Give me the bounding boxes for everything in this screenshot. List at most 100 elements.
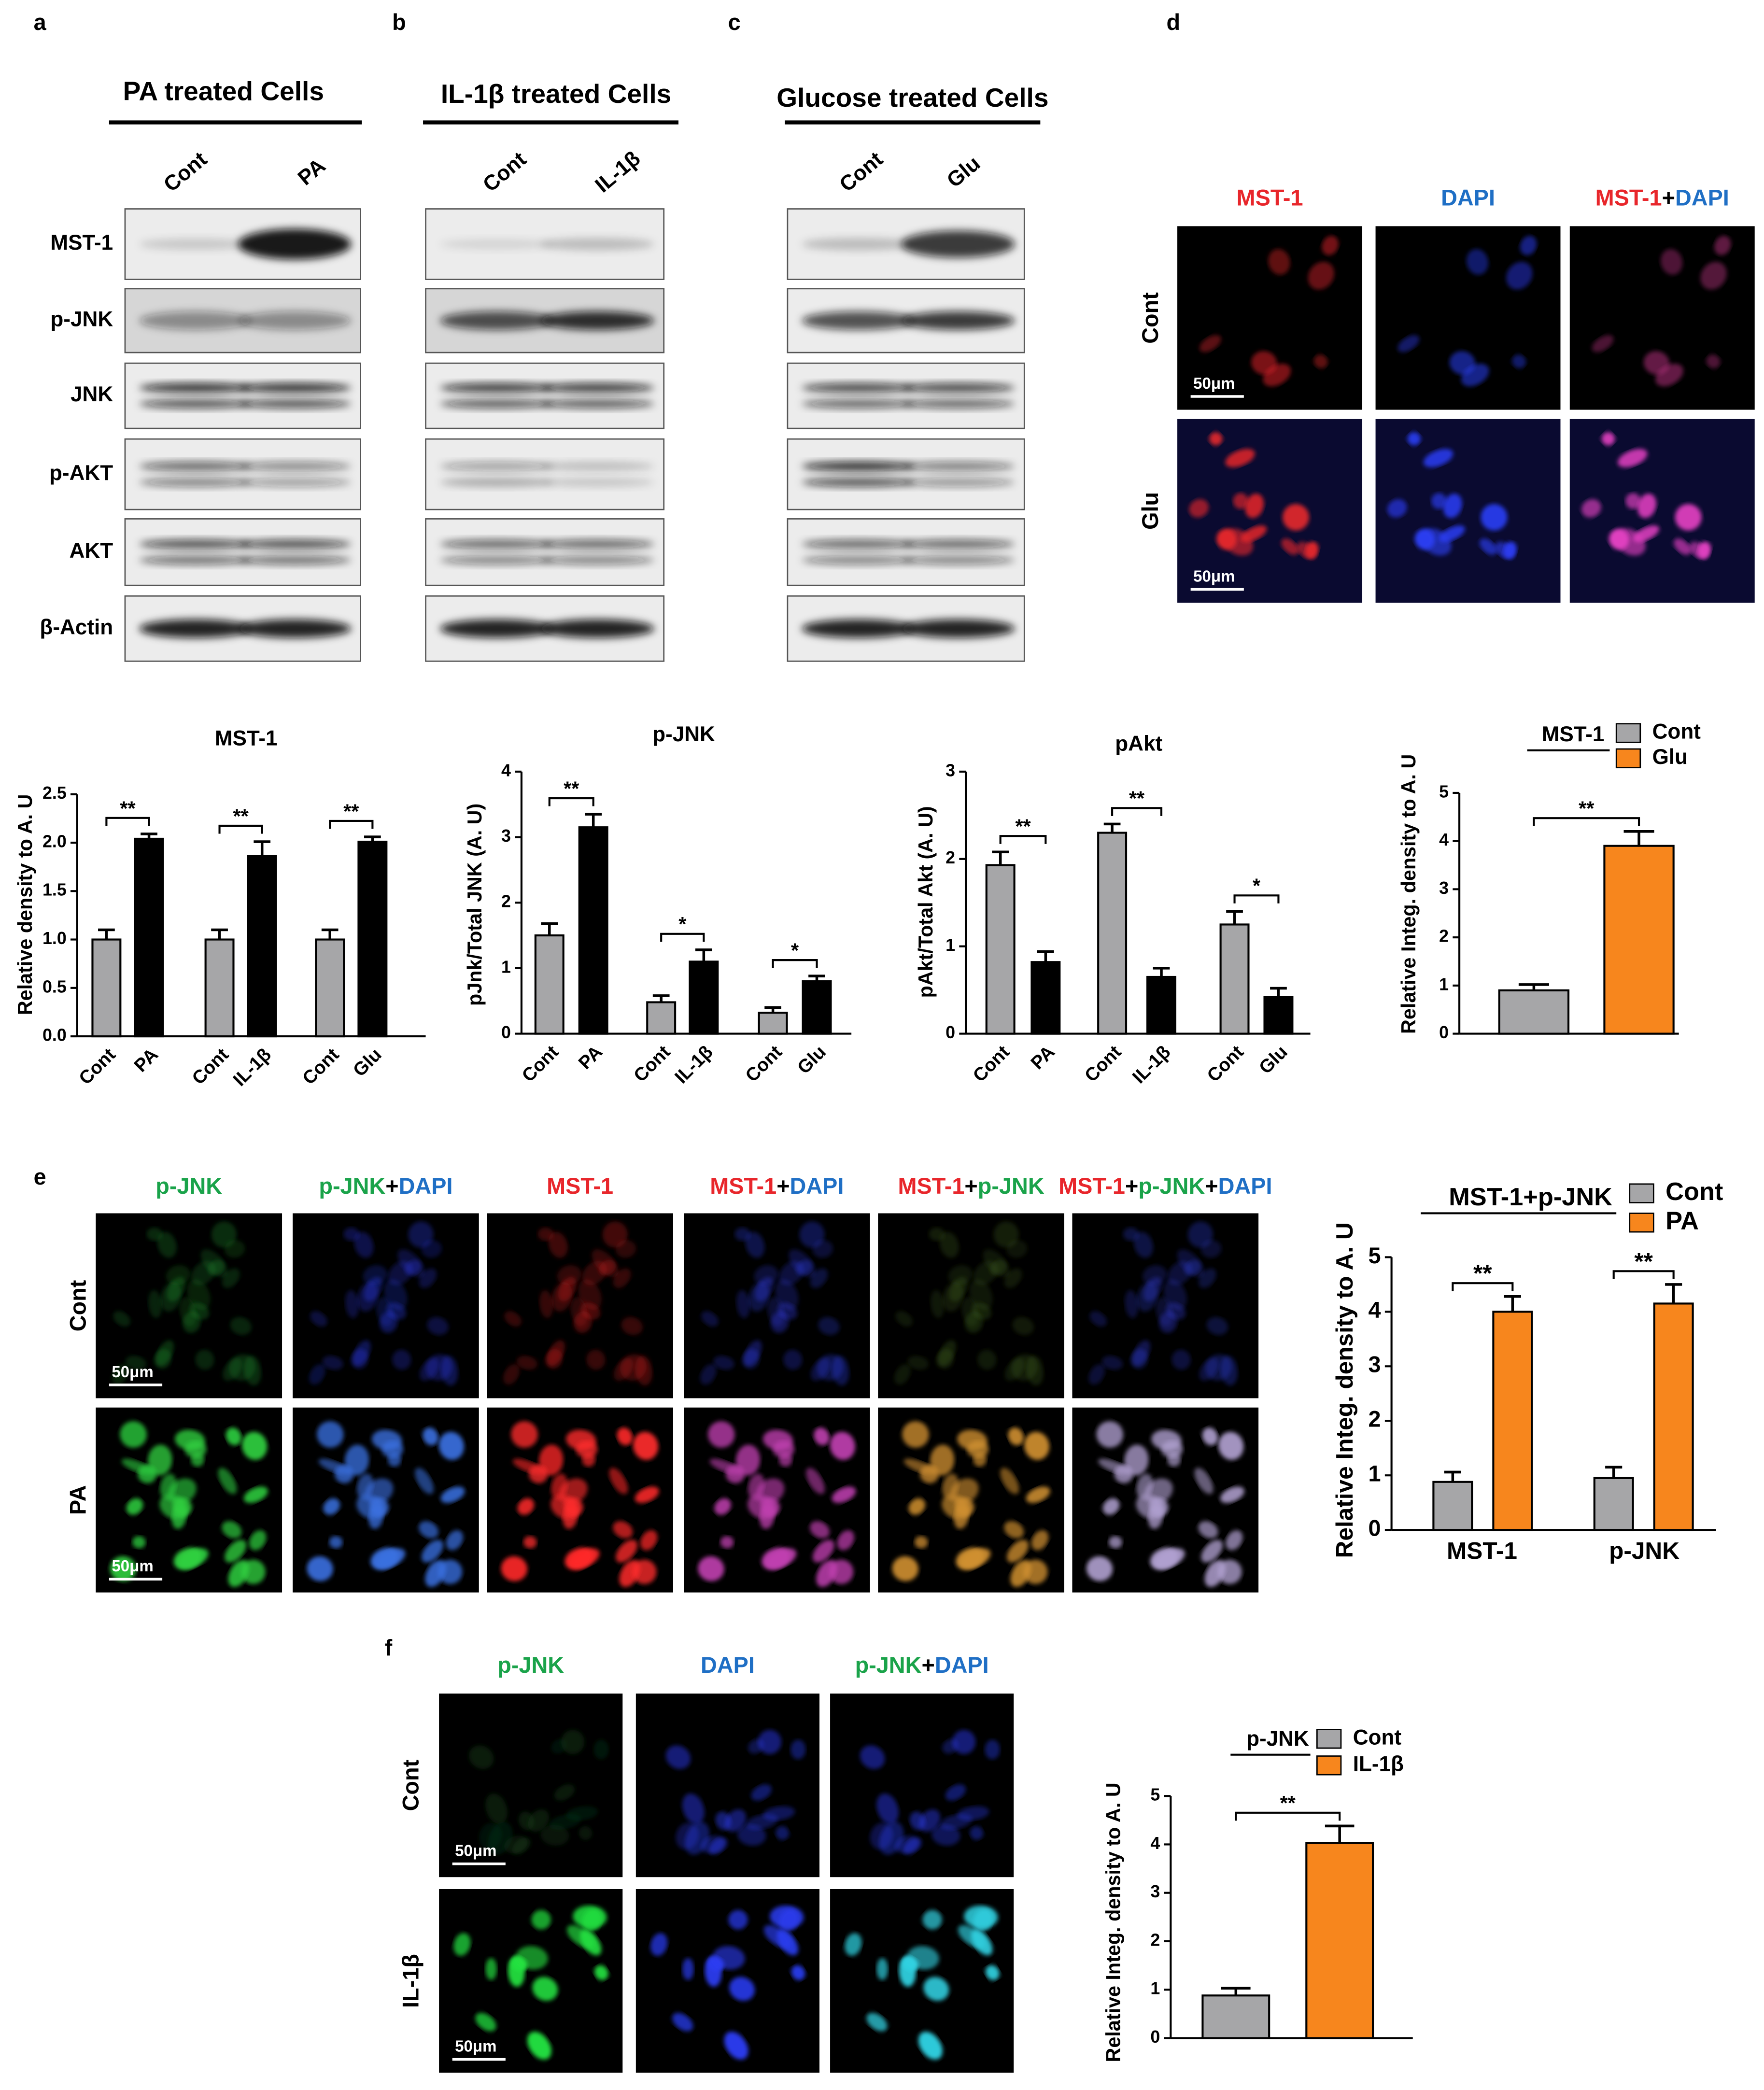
header-part: DAPI <box>790 1174 844 1199</box>
cell <box>504 1311 522 1327</box>
cell <box>1397 335 1420 353</box>
bar <box>315 938 345 1038</box>
cell <box>112 1364 128 1385</box>
legend-swatch <box>1316 1729 1342 1749</box>
cell <box>923 1977 949 2001</box>
scale-bar-label: 50μm <box>112 1363 153 1381</box>
cell <box>517 1498 535 1515</box>
cell <box>317 1421 344 1448</box>
cell <box>1714 236 1731 255</box>
cell <box>1512 354 1526 368</box>
cell <box>672 2013 693 2032</box>
x-tick-label: Cont <box>188 1044 233 1089</box>
y-tick-label: 0.5 <box>42 977 67 996</box>
scale-bar-label: 50μm <box>455 2038 496 2056</box>
blot-band <box>440 383 554 393</box>
cell <box>621 1317 643 1335</box>
x-tick-label: Cont <box>969 1042 1014 1087</box>
blot-band <box>901 383 1015 393</box>
error-bar <box>1325 1824 1355 1843</box>
lane-label: PA <box>294 154 330 190</box>
cell <box>952 1730 976 1754</box>
cell <box>918 2032 943 2060</box>
cell <box>148 1290 162 1318</box>
cell <box>1201 1539 1223 1563</box>
cell <box>1200 335 1221 353</box>
cell <box>574 1311 592 1333</box>
blot-band <box>139 383 253 393</box>
sig-bracket <box>1452 1282 1514 1291</box>
cell <box>516 1356 537 1370</box>
y-tick-label: 2 <box>1369 1407 1381 1432</box>
cell <box>168 1478 197 1504</box>
cell <box>1024 1432 1050 1460</box>
cell <box>713 1356 734 1370</box>
cell <box>617 1427 633 1445</box>
cell <box>613 1521 633 1539</box>
cell <box>438 1432 464 1460</box>
sig-label: * <box>791 940 799 962</box>
cell <box>1226 1530 1243 1551</box>
cell <box>132 1536 146 1549</box>
cell <box>762 1806 795 1821</box>
cell <box>440 1486 465 1503</box>
header-part: MST-1 <box>710 1174 776 1199</box>
cell <box>249 1530 267 1551</box>
error-bar <box>1665 1283 1682 1304</box>
blot-strip <box>425 518 665 586</box>
y-tick-label: 1 <box>1439 974 1449 994</box>
sig-bracket <box>660 932 705 942</box>
cell <box>973 1909 993 1932</box>
header-part: + <box>385 1174 398 1199</box>
cell <box>1322 236 1339 255</box>
bar <box>1492 1311 1533 1531</box>
cell <box>1006 1240 1028 1258</box>
blot-band <box>440 478 554 487</box>
channel-header: DAPI <box>1441 185 1495 211</box>
error-bar <box>98 928 115 940</box>
cell <box>566 1806 598 1821</box>
blot-strip <box>124 438 361 510</box>
cell <box>1012 1317 1034 1335</box>
bar <box>204 938 235 1038</box>
blot-band <box>440 399 554 409</box>
header-part: + <box>1662 185 1675 211</box>
cell <box>354 1231 374 1258</box>
cell <box>806 1468 825 1494</box>
cell <box>1675 504 1702 531</box>
blot-band <box>802 555 916 565</box>
cell <box>758 1730 782 1754</box>
cell <box>761 1497 780 1517</box>
cell <box>1706 354 1721 368</box>
cell <box>1495 541 1514 559</box>
legend-label: Cont <box>1353 1725 1402 1749</box>
cell <box>1387 499 1407 518</box>
cell <box>907 1946 939 1970</box>
blot-band <box>238 228 352 260</box>
x-tick-label: Cont <box>1203 1042 1248 1087</box>
cell <box>531 1910 551 1930</box>
bar <box>357 840 388 1038</box>
header-part: p-JNK <box>855 1652 922 1678</box>
cell <box>1618 449 1648 467</box>
panel-label: e <box>34 1164 46 1189</box>
error-bar <box>1444 1470 1461 1482</box>
blot-band <box>139 619 253 638</box>
blot-band <box>540 555 654 565</box>
cell <box>322 1356 343 1370</box>
y-tick-label: 0 <box>1439 1023 1449 1042</box>
channel-header: MST-1 <box>547 1174 613 1199</box>
cell <box>421 1240 442 1258</box>
cell <box>791 1965 805 1980</box>
cell <box>1008 1427 1024 1445</box>
cell <box>720 1536 734 1549</box>
cell <box>939 1231 959 1258</box>
cell <box>876 1958 888 1980</box>
y-tick-label: 2 <box>1439 927 1449 946</box>
y-tick-label: 1 <box>501 957 511 976</box>
cell <box>598 1259 616 1276</box>
cell <box>1198 1521 1218 1539</box>
row-label: IL-1β <box>398 1954 423 2008</box>
error-bar <box>695 948 712 962</box>
cell <box>1102 1498 1120 1515</box>
